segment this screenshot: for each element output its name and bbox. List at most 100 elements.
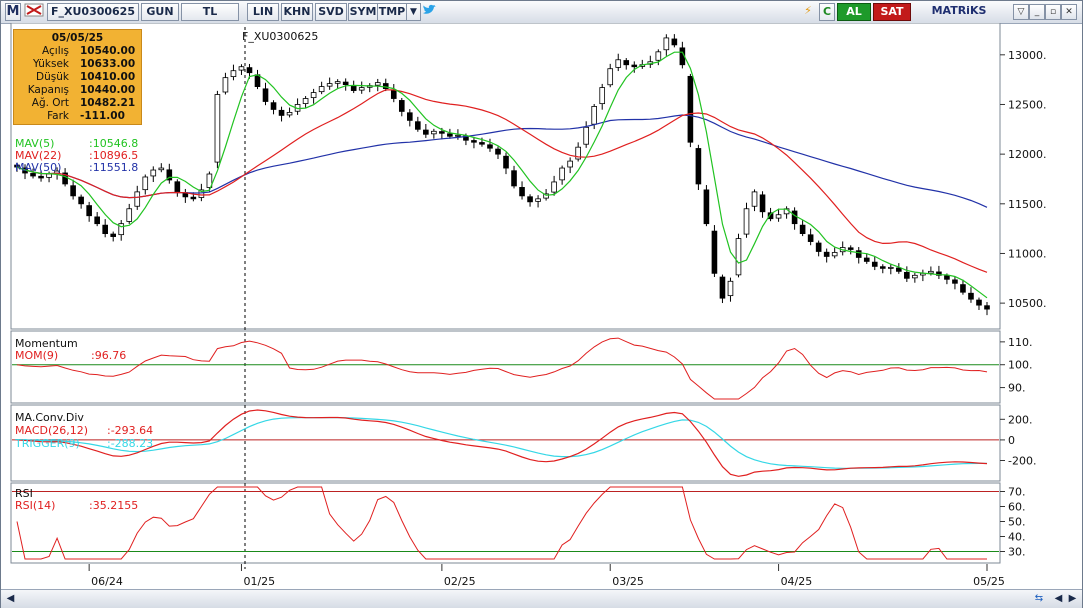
lightning-icon[interactable]: ⚡ [804, 4, 812, 17]
candle [936, 271, 942, 276]
sync-icon[interactable]: ⇆ [1034, 593, 1044, 604]
candle [799, 224, 806, 235]
y-tick-label: -200. [1008, 455, 1036, 468]
settings-dropdown-icon[interactable]: ▽ [1013, 4, 1029, 20]
candle [703, 189, 710, 225]
candle [599, 87, 606, 105]
candle [342, 81, 349, 86]
nav-right-icon[interactable]: ▶ [1068, 593, 1077, 604]
candle [503, 155, 509, 169]
bottom-bar: ◀ ⇆ ◀ ▶ [1, 589, 1082, 608]
candle [519, 187, 525, 197]
candle [398, 100, 405, 112]
y-tick-label: 200. [1008, 413, 1033, 426]
rsi-line [16, 486, 987, 560]
toolbar: M F_XU0300625 GUN TL LIN KHN SVD SYM TMP… [1, 1, 1082, 24]
x-tick-label: 04/25 [781, 575, 813, 588]
scroll-left-icon[interactable]: ◀ [6, 593, 15, 604]
dropdown-arrow-icon[interactable]: ▼ [406, 3, 421, 21]
momentum-series-label: MOM(9) [15, 349, 58, 362]
matriks-logo: M [5, 3, 21, 21]
candle [912, 274, 918, 279]
candle [198, 189, 205, 198]
info-row-wavg: Ağ. Ort 10482.21 [14, 97, 141, 110]
candle [326, 83, 333, 87]
twitter-icon[interactable] [421, 3, 437, 19]
rsi-value: :35.2155 [89, 499, 138, 512]
y-tick-label: 13000. [1008, 49, 1047, 62]
momentum-panel [10, 330, 1001, 404]
mav22-line [16, 89, 988, 273]
brand-label: MATRiKS [931, 4, 987, 17]
candle [591, 106, 597, 125]
candle [631, 64, 638, 68]
currency-button[interactable]: TL [181, 3, 239, 21]
y-tick-label: 12000. [1008, 148, 1047, 161]
candle [663, 37, 670, 51]
y-tick-label: 90. [1008, 382, 1026, 395]
legend-mav50-value: :11551.8 [89, 161, 138, 174]
candle [735, 238, 742, 276]
candle [791, 210, 798, 225]
candle [687, 75, 694, 143]
candle [759, 194, 766, 213]
rsi-panel [10, 482, 1001, 564]
y-tick-label: 11000. [1008, 247, 1047, 260]
candle [479, 142, 485, 145]
refresh-icon[interactable]: C [819, 3, 835, 21]
info-value: 10440.00 [80, 84, 136, 96]
candle [334, 81, 341, 84]
candle [511, 170, 517, 187]
candle [447, 133, 453, 137]
info-value: 10540.00 [80, 45, 136, 57]
candle [775, 214, 782, 219]
momentum-value: :96.76 [91, 349, 126, 362]
candle [70, 185, 76, 197]
sell-button[interactable]: SAT [873, 3, 911, 21]
y-tick-label: 12500. [1008, 98, 1047, 111]
candle [14, 164, 20, 168]
candle [158, 167, 165, 171]
sym-button[interactable]: SYM [348, 3, 378, 21]
macd-panel [10, 404, 1001, 482]
candle [382, 83, 389, 89]
chart-title: F_XU0300625 [242, 30, 318, 43]
candle [78, 196, 84, 205]
lin-button[interactable]: LIN [247, 3, 279, 21]
restore-icon[interactable]: ▫ [1045, 4, 1061, 20]
candle [807, 234, 814, 242]
candle [887, 266, 894, 269]
y-tick-label: 70. [1008, 486, 1026, 499]
khn-button[interactable]: KHN [281, 3, 313, 21]
x-tick-label: 01/25 [243, 575, 275, 588]
y-tick-label: 100. [1008, 359, 1033, 372]
candle [278, 109, 285, 116]
rsi-title: RSI [15, 487, 33, 500]
candle [871, 261, 878, 267]
nav-left-icon[interactable]: ◀ [1054, 593, 1063, 604]
candle [567, 160, 573, 168]
x-tick-label: 02/25 [444, 575, 476, 588]
period-button[interactable]: GUN [141, 3, 179, 21]
candle [695, 148, 702, 185]
candle [150, 169, 157, 177]
flag-icon[interactable] [23, 3, 45, 19]
candle [863, 257, 870, 262]
minimize-icon[interactable]: _ [1029, 4, 1045, 20]
candle [270, 102, 277, 110]
buy-button[interactable]: AL [837, 3, 871, 21]
macd-value: :-293.64 [107, 424, 153, 437]
symbol-field[interactable]: F_XU0300625 [47, 3, 139, 21]
candle [928, 270, 934, 274]
svd-button[interactable]: SVD [315, 3, 347, 21]
candle [879, 266, 886, 269]
x-tick-label: 03/25 [612, 575, 644, 588]
candle [583, 126, 589, 145]
candle [246, 67, 253, 74]
tmp-button[interactable]: TMP [377, 3, 407, 21]
trigger-value: :-288.23 [107, 437, 153, 450]
y-tick-label: 30. [1008, 546, 1026, 559]
close-icon[interactable]: ✕ [1061, 4, 1077, 20]
candle [847, 247, 854, 250]
